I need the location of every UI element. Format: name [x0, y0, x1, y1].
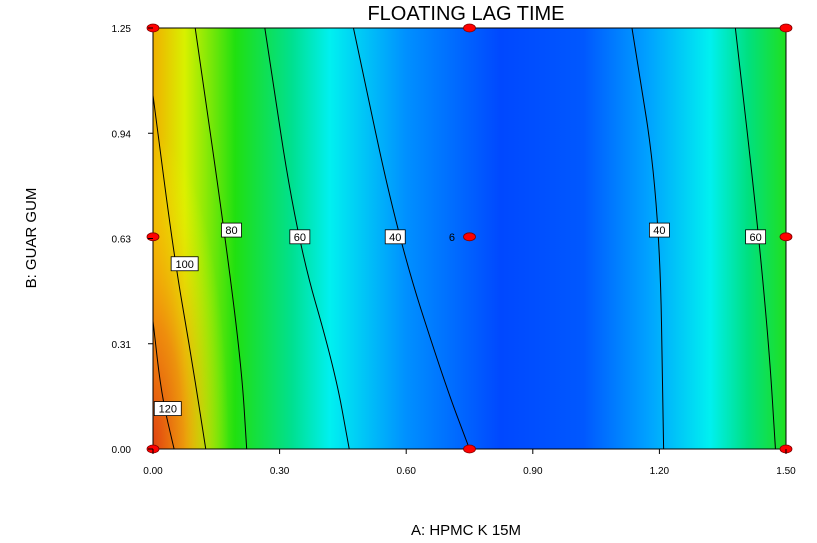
- design-point: [463, 23, 476, 33]
- contour-label-text: 40: [653, 225, 665, 237]
- contour-label: 100: [170, 256, 199, 272]
- contour-label: 80: [221, 222, 242, 238]
- contour-label: 40: [384, 229, 406, 245]
- plot-area: 120 100 80 60 40 40 60 6: [146, 23, 793, 454]
- design-point: [463, 444, 476, 454]
- contour-label: 120: [153, 401, 182, 416]
- x-tick-label: 0.30: [270, 466, 290, 477]
- design-point: [463, 232, 476, 242]
- high-response-region: [153, 133, 229, 449]
- x-tick-label: 1.20: [650, 466, 670, 477]
- y-tick-label: 0.00: [112, 445, 132, 456]
- y-tick-label: 1.25: [112, 24, 132, 35]
- design-point: [779, 232, 793, 242]
- y-tick-label: 0.63: [112, 235, 132, 246]
- y-axis-label: B: GUAR GUM: [23, 188, 40, 289]
- y-axis: 0.00 0.31 0.63 0.94 1.25: [112, 24, 153, 456]
- x-axis-label: A: HPMC K 15M: [411, 522, 521, 539]
- contour-label-text: 100: [175, 259, 193, 271]
- contour-label: 40: [649, 222, 670, 238]
- y-tick-label: 0.94: [112, 129, 132, 140]
- contour-label-text: 60: [294, 232, 306, 244]
- design-points: 6: [146, 23, 793, 454]
- design-point: [146, 232, 160, 242]
- contour-line: [734, 28, 776, 449]
- contour-label: 60: [745, 229, 767, 245]
- contour-label-text: 80: [225, 225, 237, 237]
- contour-line: [631, 28, 665, 449]
- contour-label-text: 40: [389, 232, 401, 244]
- design-point: [779, 23, 793, 33]
- contour-labels: 120 100 80 60 40 40 60: [153, 222, 767, 416]
- x-axis: 0.00 0.30 0.60 0.90 1.20 1.50: [143, 449, 796, 477]
- x-tick-label: 0.00: [143, 466, 163, 477]
- contour-label-text: 120: [159, 404, 177, 416]
- x-tick-label: 0.90: [523, 466, 543, 477]
- chart-title: FLOATING LAG TIME: [367, 3, 564, 25]
- contour-label: 60: [289, 229, 311, 245]
- contour-label-text: 60: [749, 232, 761, 244]
- x-tick-label: 1.50: [776, 466, 796, 477]
- center-point-count: 6: [449, 232, 455, 244]
- y-tick-label: 0.31: [112, 340, 132, 351]
- x-tick-label: 0.60: [396, 466, 416, 477]
- contour-line: [153, 95, 207, 449]
